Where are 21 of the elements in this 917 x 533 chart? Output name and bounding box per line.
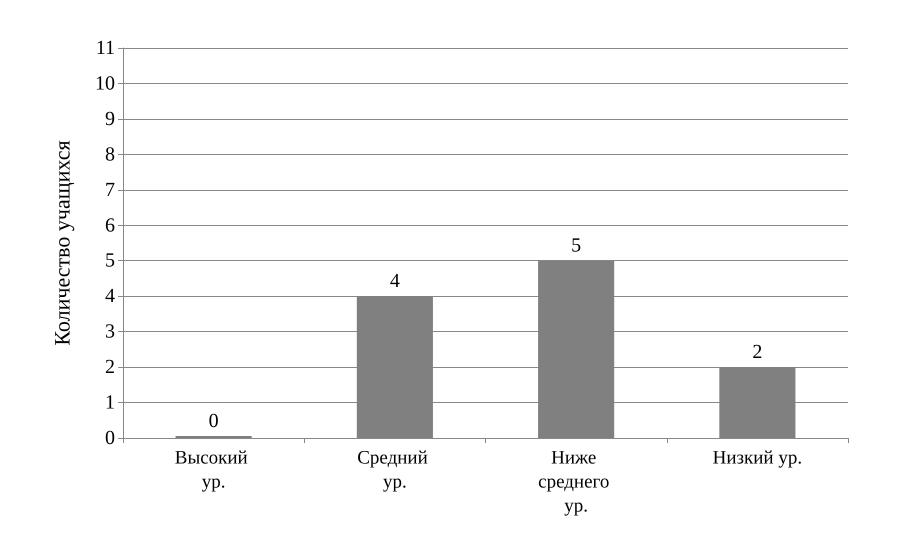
y-tick-label: 6 — [105, 214, 115, 236]
y-tick-label: 1 — [105, 392, 115, 414]
y-tick-label: 2 — [105, 356, 115, 378]
y-tick-label: 9 — [105, 108, 115, 130]
y-tick-label: 7 — [105, 178, 115, 201]
x-tick-label: Средний ур. — [357, 448, 433, 492]
data-label: 0 — [208, 410, 219, 432]
y-tick-label: 5 — [105, 250, 115, 272]
x-tick-label: Ниже среднего ур. — [538, 448, 614, 516]
y-tick-label: 0 — [105, 427, 115, 449]
y-tick-label: 3 — [105, 320, 115, 343]
data-label: 4 — [390, 270, 400, 292]
y-tick-label: 4 — [105, 285, 115, 308]
x-tick-label: Высокий ур. — [174, 448, 252, 492]
data-label: 2 — [752, 341, 762, 364]
data-label: 5 — [571, 234, 582, 257]
y-axis-title: Количество учащихся — [50, 140, 74, 346]
y-tick-label: 8 — [105, 143, 115, 166]
y-tick-label: 11 — [96, 37, 115, 59]
x-tick-label: Низкий ур. — [712, 448, 802, 468]
y-tick-label: 10 — [95, 72, 115, 94]
